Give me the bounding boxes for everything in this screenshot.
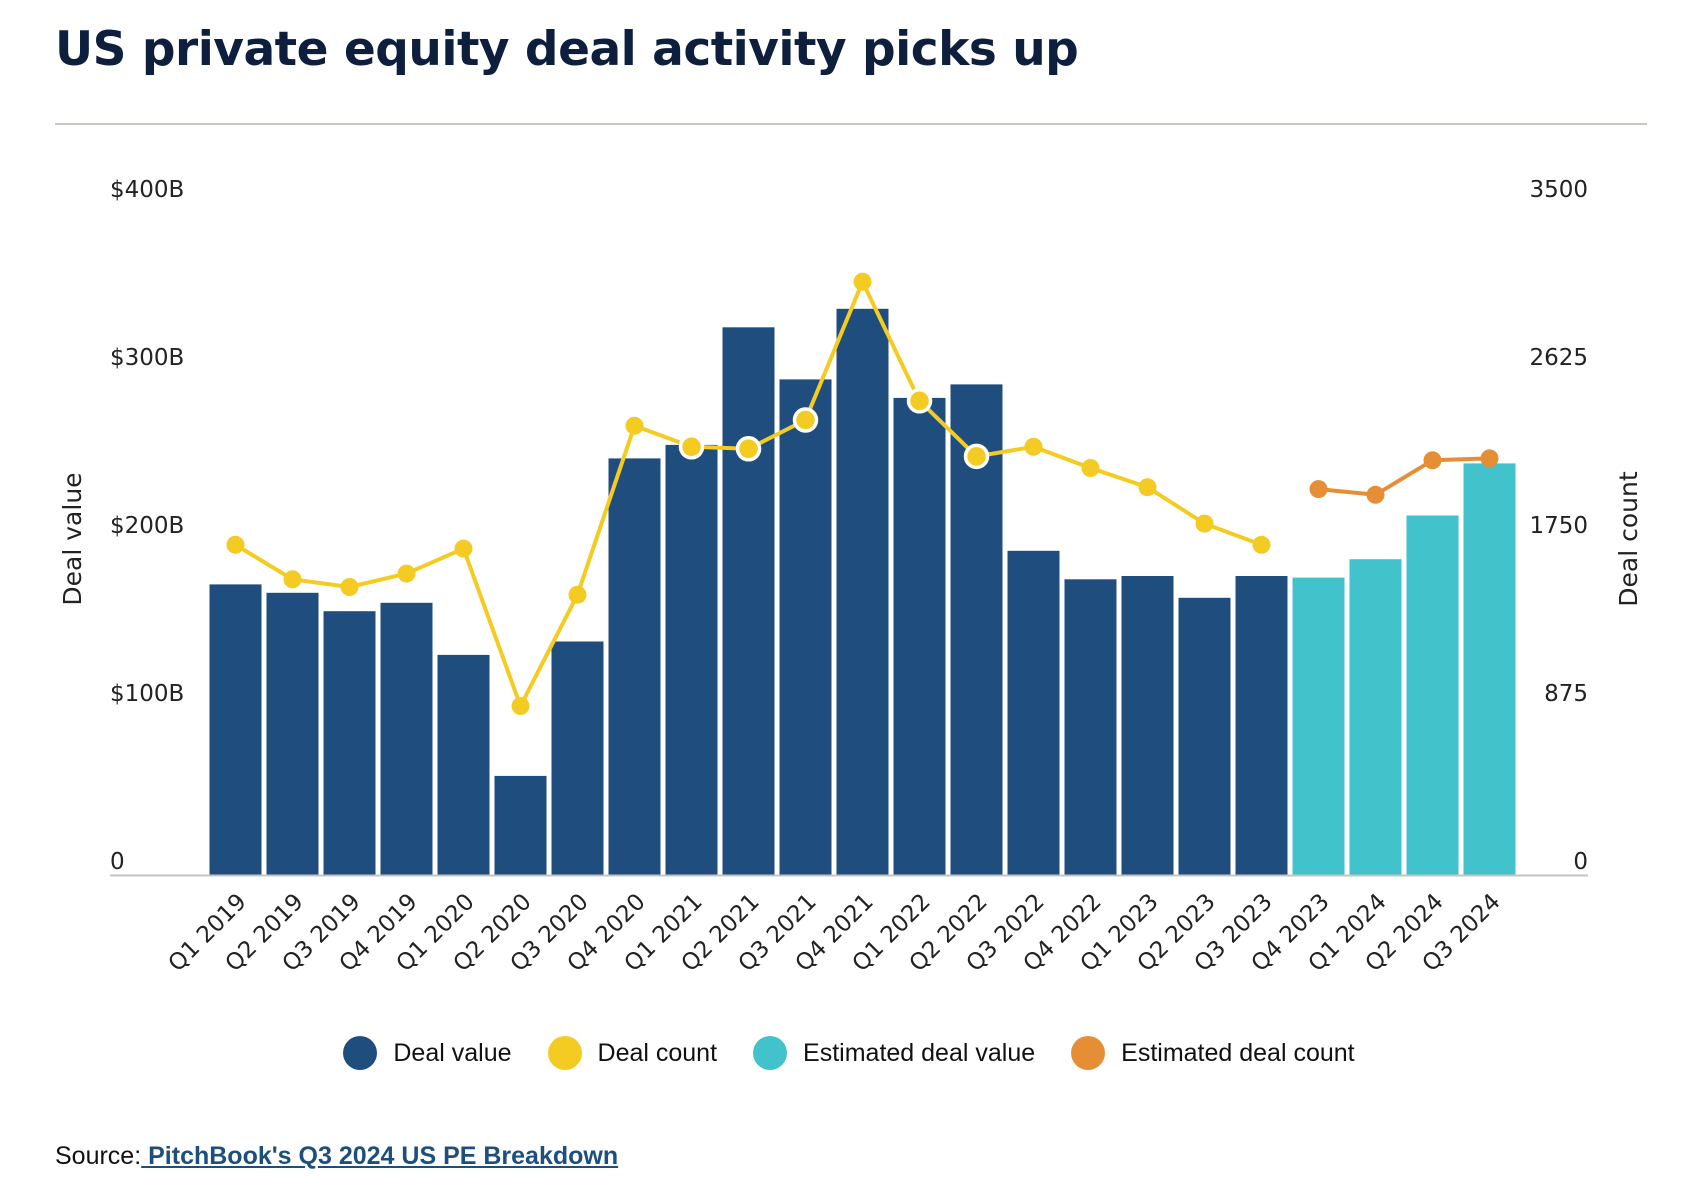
point-deal-count-q1-2019 xyxy=(226,535,245,554)
bar-estimated-deal-value-q1-2024 xyxy=(1349,559,1402,875)
line-estimated-deal-count xyxy=(1318,456,1490,497)
legend-item-estimated-deal-count: Estimated deal count xyxy=(1071,1036,1355,1070)
point-deal-count-q1-2022 xyxy=(906,388,933,414)
y-axis-title-left: Deal value xyxy=(58,472,87,605)
legend-item-deal-value: Deal value xyxy=(343,1036,512,1070)
bar-estimated-deal-value-q2-2024 xyxy=(1406,515,1459,875)
bar-deal-value-q1-2019 xyxy=(209,584,262,875)
source-link[interactable]: PitchBook's Q3 2024 US PE Breakdown xyxy=(141,1142,619,1170)
bar-deal-value-q1-2023 xyxy=(1121,576,1174,875)
y-tick-right-2625: 2625 xyxy=(1529,345,1588,371)
point-deal-count-q1-2021 xyxy=(678,434,705,460)
bar-deal-value-q1-2020 xyxy=(437,654,490,875)
legend-swatch-deal-count xyxy=(547,1036,582,1070)
bar-estimated-deal-value-q4-2023 xyxy=(1292,577,1345,875)
chart-canvas: 0 $100B $200B $300B $400B 0 875 1750 2625 3500 Dea… xyxy=(58,177,1643,977)
point-deal-count-q2-2021 xyxy=(735,436,762,462)
point-deal-count-q2-2020 xyxy=(511,697,530,715)
bar-deal-value-q4-2022 xyxy=(1064,579,1117,875)
point-deal-count-q4-2019 xyxy=(397,564,416,583)
source-prefix: Source: xyxy=(55,1142,142,1170)
y-tick-right-1750: 1750 xyxy=(1529,513,1588,539)
bar-deal-value-q3-2019 xyxy=(323,611,376,875)
bar-deal-value-q4-2020 xyxy=(608,458,661,875)
bar-deal-value-q4-2019 xyxy=(380,602,433,875)
bar-deal-value-q1-2021 xyxy=(665,444,718,875)
legend-label-estimated-deal-count: Estimated deal count xyxy=(1121,1038,1355,1067)
point-deal-count-q3-2023 xyxy=(1252,535,1271,554)
bar-deal-value-q2-2020 xyxy=(494,775,547,875)
source-note: Source: PitchBook's Q3 2024 US PE Breakd… xyxy=(55,1142,618,1171)
point-deal-count-q3-2019 xyxy=(340,578,359,596)
point-deal-count-q1-2020 xyxy=(454,539,473,558)
bar-deal-value-q2-2023 xyxy=(1178,597,1231,875)
y-tick-left-200b: $200B xyxy=(110,513,184,539)
bar-deal-value-q3-2022 xyxy=(1007,550,1060,875)
bar-deal-value-q3-2020 xyxy=(551,641,604,875)
point-deal-count-q2-2023 xyxy=(1195,514,1214,533)
point-deal-count-q2-2022 xyxy=(963,443,990,470)
legend-swatch-deal-value xyxy=(343,1036,378,1070)
point-estimated-deal-count-q4-2023 xyxy=(1309,480,1328,499)
point-deal-count-q4-2022 xyxy=(1081,459,1100,477)
bar-estimated-deal-value-q3-2024 xyxy=(1463,463,1516,875)
y-axis-title-right: Deal count xyxy=(1614,471,1643,607)
bar-deal-value-q2-2021 xyxy=(722,327,775,875)
bar-deal-value-q3-2021 xyxy=(779,379,832,875)
point-deal-count-q3-2022 xyxy=(1024,437,1043,456)
legend-item-deal-count: Deal count xyxy=(547,1036,718,1070)
point-deal-count-q3-2020 xyxy=(568,585,587,604)
chart-legend: Deal value Deal count Estimated deal val… xyxy=(0,1036,1698,1070)
legend-item-estimated-deal-value: Estimated deal value xyxy=(753,1036,1035,1070)
y-tick-left-100b: $100B xyxy=(110,681,184,707)
legend-swatch-estimated-deal-count xyxy=(1071,1036,1106,1070)
y-tick-right-0: 0 xyxy=(1573,849,1588,875)
bar-deal-value-q4-2021 xyxy=(836,308,889,875)
point-deal-count-q2-2019 xyxy=(283,570,302,589)
chart-title: US private equity deal activity picks up xyxy=(55,22,1079,77)
point-deal-count-q4-2021 xyxy=(853,272,872,291)
legend-label-deal-value: Deal value xyxy=(393,1038,512,1067)
point-estimated-deal-count-q2-2024 xyxy=(1423,451,1442,470)
point-deal-count-q3-2021 xyxy=(792,407,819,433)
y-tick-left-0: 0 xyxy=(110,849,125,875)
y-tick-left-300b: $300B xyxy=(110,345,184,371)
point-deal-count-q4-2020 xyxy=(625,416,644,435)
bar-deal-value-q2-2019 xyxy=(266,592,319,875)
legend-label-deal-count: Deal count xyxy=(597,1038,718,1067)
point-estimated-deal-count-q3-2024 xyxy=(1480,449,1499,468)
bar-deal-value-q1-2022 xyxy=(893,397,946,875)
bar-deal-value-q3-2023 xyxy=(1235,576,1288,875)
legend-swatch-estimated-deal-value xyxy=(753,1036,788,1070)
y-tick-left-400b: $400B xyxy=(110,177,184,203)
point-deal-count-q1-2023 xyxy=(1138,478,1157,497)
y-tick-right-875: 875 xyxy=(1544,681,1588,707)
y-tick-right-3500: 3500 xyxy=(1529,177,1588,203)
legend-label-estimated-deal-value: Estimated deal value xyxy=(803,1038,1036,1067)
title-divider xyxy=(55,123,1647,125)
point-estimated-deal-count-q1-2024 xyxy=(1366,485,1385,504)
